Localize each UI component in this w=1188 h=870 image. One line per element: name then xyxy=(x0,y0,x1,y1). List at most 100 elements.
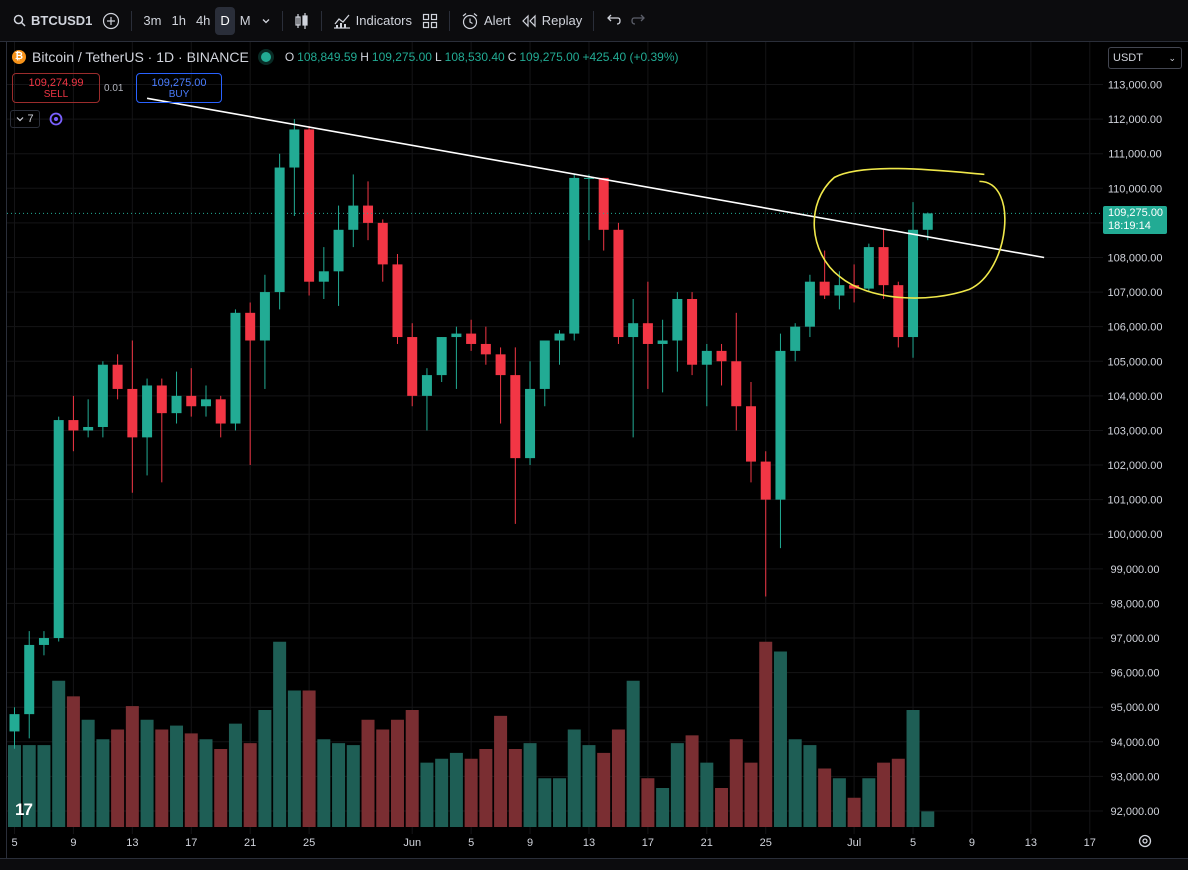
timeframe-4h[interactable]: 4h xyxy=(191,7,215,35)
volume-bar xyxy=(553,778,567,827)
y-axis-tick-label: 101,000.00 xyxy=(1107,495,1162,507)
volume-bar xyxy=(832,778,846,827)
y-axis-tick-label: 113,000.00 xyxy=(1108,80,1162,92)
volume-bar xyxy=(611,729,625,827)
chart-type-button[interactable] xyxy=(289,7,315,35)
chevron-down-icon xyxy=(17,117,24,122)
legend-title: Bitcoin / TetherUS · 1D · BINANCE xyxy=(32,49,249,65)
alert-button[interactable]: Alert xyxy=(456,7,516,35)
replay-button[interactable]: Replay xyxy=(516,7,587,35)
y-axis-tick-label: 94,000.00 xyxy=(1111,737,1160,749)
candle-body xyxy=(245,312,256,341)
candle-body xyxy=(377,222,388,265)
candle-body xyxy=(171,395,182,414)
candle-body xyxy=(687,298,698,365)
candle-body xyxy=(230,312,241,424)
timeframe-1h[interactable]: 1h xyxy=(166,7,190,35)
candle-body xyxy=(569,177,580,334)
sell-label: SELL xyxy=(43,89,69,100)
candle-body xyxy=(731,361,742,407)
volume-bar xyxy=(390,719,404,827)
candle-body xyxy=(495,354,506,376)
candle-body xyxy=(642,323,653,344)
volume-bar xyxy=(96,739,110,827)
timeframe-d[interactable]: D xyxy=(215,6,235,35)
x-axis-tick-label: 13 xyxy=(1025,837,1037,849)
candle-body xyxy=(304,129,315,282)
volume-bar xyxy=(170,725,184,827)
y-axis-tick-label: 97,000.00 xyxy=(1111,633,1160,645)
indicator-list-toggle[interactable]: 7 xyxy=(10,110,40,128)
volume-bar xyxy=(140,719,154,827)
symbol-search[interactable]: BTCUSD1 xyxy=(8,7,97,35)
tradingview-logo-icon[interactable]: 17 xyxy=(15,800,33,819)
buy-price: 109,275.00 xyxy=(151,77,207,89)
breakout-highlight-circle xyxy=(813,167,1006,299)
undo-button[interactable] xyxy=(600,7,626,35)
x-axis-tick-label: 5 xyxy=(11,837,17,849)
candle-body xyxy=(510,375,521,459)
layout-button[interactable] xyxy=(417,7,443,35)
x-axis-tick-label: 13 xyxy=(126,837,138,849)
volume-bar xyxy=(361,719,375,827)
y-axis-tick-label: 95,000.00 xyxy=(1111,702,1160,714)
volume-bar xyxy=(37,745,51,827)
volume-bar xyxy=(597,752,611,827)
market-open-icon xyxy=(260,52,271,62)
volume-bar xyxy=(317,739,331,827)
volume-bar xyxy=(8,745,21,827)
timeframe-dropdown[interactable] xyxy=(256,7,276,35)
volume-bar xyxy=(420,762,434,827)
candle-body xyxy=(53,420,64,639)
open-key: O xyxy=(284,50,295,64)
chart-canvas[interactable]: 92,000.00 93,000.00 94,000.00 95,000.00 96,0… xyxy=(7,42,1188,858)
candle-body xyxy=(451,333,462,338)
gear-icon[interactable] xyxy=(1137,833,1153,849)
timeframe-m[interactable]: M xyxy=(235,7,256,35)
redo-button[interactable] xyxy=(626,7,652,35)
x-axis-tick-label: 25 xyxy=(303,837,315,849)
candle-body xyxy=(598,177,609,230)
sell-button[interactable]: 109,274.99 SELL xyxy=(12,73,100,103)
y-axis-tick-label: 108,000.00 xyxy=(1107,252,1162,264)
ohlc-values: O 108,849.59 H 109,275.00 L 108,530.40 C 109… xyxy=(285,50,679,64)
candle-body xyxy=(142,385,153,438)
volume-bar xyxy=(81,719,95,827)
high-value: 109,275.00 xyxy=(371,50,432,64)
candle-body xyxy=(672,298,683,341)
timeframe-3m[interactable]: 3m xyxy=(138,7,166,35)
volume-bar xyxy=(376,729,390,827)
candle-body xyxy=(760,461,771,500)
candle-body xyxy=(363,205,374,223)
candle-body xyxy=(289,129,300,168)
volume-bar xyxy=(700,762,714,827)
indicator-settings-icon[interactable] xyxy=(48,111,64,127)
add-symbol-icon xyxy=(103,12,120,29)
buy-button[interactable]: 109,275.00 BUY xyxy=(136,73,222,103)
indicators-button[interactable]: Indicators xyxy=(328,7,417,35)
alert-clock-icon xyxy=(462,12,478,29)
candle-body xyxy=(436,337,447,376)
candle-body xyxy=(554,333,565,341)
candle-body xyxy=(701,350,712,365)
bottom-bar xyxy=(0,858,1188,870)
y-axis-tick-label: 104,000.00 xyxy=(1107,391,1162,403)
volume-bar xyxy=(435,758,449,827)
volume-bar xyxy=(464,758,478,827)
candle-body xyxy=(716,350,727,362)
y-axis-tick-label: 99,000.00 xyxy=(1111,564,1160,576)
candle-body xyxy=(908,229,919,338)
chevron-down-icon xyxy=(262,18,270,23)
chart-pane[interactable]: 92,000.00 93,000.00 94,000.00 95,000.00 96,0… xyxy=(6,42,1188,858)
open-value: 108,849.59 xyxy=(297,50,358,64)
x-axis-tick-label: 9 xyxy=(969,837,975,849)
candle-body xyxy=(83,426,94,431)
candle-body xyxy=(922,213,933,230)
volume-bar xyxy=(228,723,242,827)
currency-select[interactable]: USDT ⌄ xyxy=(1108,47,1182,69)
add-symbol-button[interactable] xyxy=(97,7,125,35)
last-price-value: 109,275.00 xyxy=(1108,207,1164,219)
symbol-label: BTCUSD1 xyxy=(31,13,93,28)
candle-body xyxy=(804,281,815,327)
volume-bar xyxy=(744,762,758,827)
